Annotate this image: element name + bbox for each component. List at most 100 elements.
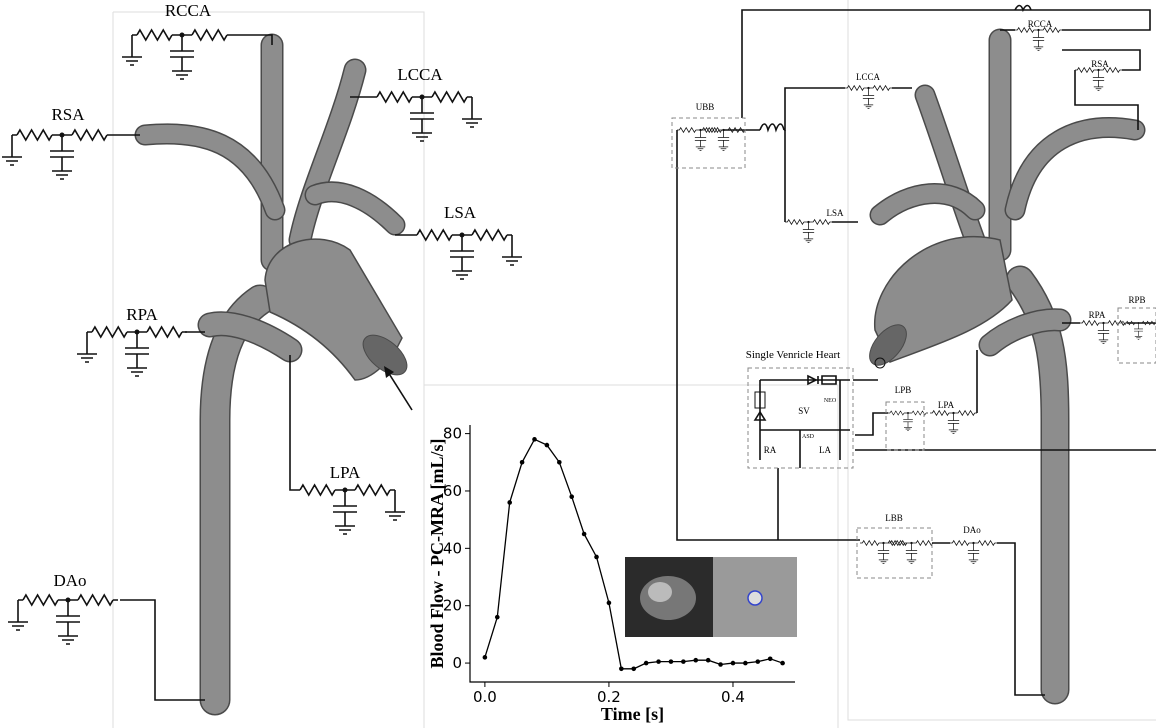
label: UBB — [696, 102, 715, 112]
node — [460, 233, 465, 238]
rc-circuit — [8, 595, 118, 644]
label: ASD — [802, 434, 815, 440]
label: LPA — [938, 400, 955, 410]
data-point — [644, 661, 649, 666]
rc-circuit — [372, 92, 482, 141]
vessel — [145, 134, 275, 210]
rc-circuit — [888, 411, 928, 431]
label: LPA — [330, 463, 361, 482]
label: DAo — [963, 525, 981, 535]
data-point — [557, 460, 562, 465]
x-tick-label: 0.4 — [721, 688, 745, 706]
rc-circuit — [860, 541, 907, 564]
data-point — [607, 601, 612, 606]
rc-circuit — [785, 220, 832, 243]
data-point — [693, 658, 698, 663]
data-point — [545, 443, 550, 448]
circuit-wire — [8, 595, 118, 644]
data-point — [669, 659, 674, 664]
label: LCCA — [856, 72, 881, 82]
label: RSA — [1091, 59, 1109, 69]
mri-inset — [625, 557, 797, 637]
data-point — [780, 661, 785, 666]
node — [1097, 69, 1099, 71]
label: RCCA — [165, 1, 212, 20]
node — [910, 542, 912, 544]
data-point — [768, 656, 773, 661]
label: RPB — [1128, 295, 1145, 305]
rc-circuit — [1080, 321, 1127, 344]
data-point — [495, 615, 500, 620]
data-point — [619, 667, 624, 672]
label: LPB — [895, 385, 912, 395]
data-point — [582, 532, 587, 537]
rc-circuit — [122, 30, 232, 79]
label: RSA — [51, 105, 85, 124]
rc-circuit — [1075, 68, 1122, 91]
rc-circuit — [930, 411, 977, 434]
x-tick-label: 0.0 — [473, 688, 497, 706]
node — [972, 542, 974, 544]
data-point — [706, 658, 711, 663]
label: RPA — [126, 305, 158, 324]
node — [343, 488, 348, 493]
node — [420, 95, 425, 100]
circuit-wire — [295, 485, 405, 534]
label: LBB — [885, 513, 903, 523]
rc-circuit — [2, 130, 112, 179]
vessel — [315, 192, 395, 225]
data-point — [718, 662, 723, 667]
circuit-wire — [122, 30, 232, 79]
node — [807, 221, 809, 223]
circuit-wire — [77, 327, 187, 376]
circuit-wire — [372, 92, 482, 141]
y-tick-label: 0 — [452, 654, 462, 672]
rc-circuit — [412, 230, 522, 279]
data-point — [631, 667, 636, 672]
label: LSA — [444, 203, 477, 222]
data-point — [743, 661, 748, 666]
rc-circuit — [700, 128, 747, 151]
circuit-wire — [2, 130, 112, 179]
circuits — [2, 28, 1156, 644]
data-point — [520, 460, 525, 465]
data-point — [594, 555, 599, 560]
label: SV — [798, 406, 810, 416]
label: LSA — [826, 208, 844, 218]
node — [180, 33, 185, 38]
rc-circuit — [888, 541, 935, 564]
heart-title: Single Venricle Heart — [746, 349, 841, 361]
vessel — [300, 70, 355, 240]
axis — [470, 425, 795, 682]
data-point — [656, 659, 661, 664]
node — [882, 542, 884, 544]
circuit-wire — [412, 230, 522, 279]
data-point — [731, 661, 736, 666]
node — [952, 412, 954, 414]
data-point — [569, 494, 574, 499]
node — [135, 330, 140, 335]
label: DAo — [53, 571, 86, 590]
rc-circuit — [1015, 28, 1062, 51]
data-point — [755, 659, 760, 664]
node — [867, 87, 869, 89]
vessel — [925, 95, 975, 240]
vessel — [1020, 280, 1055, 690]
vessel — [1015, 128, 1135, 210]
x-axis-label: Time [s] — [601, 704, 664, 724]
label: LA — [819, 445, 831, 455]
figure: RCCA LCCA RSA LSA RPA LPA DAo RCCA RSA L… — [0, 0, 1156, 728]
label: NEO — [824, 398, 837, 404]
label: RA — [764, 445, 777, 455]
circuit-wire — [1120, 321, 1156, 339]
node — [66, 598, 71, 603]
rc-circuit — [295, 485, 405, 534]
y-axis-label: Blood Flow - PC-MRA [mL/s] — [427, 439, 447, 669]
data-point — [507, 500, 512, 505]
label: LCCA — [397, 65, 443, 84]
node — [907, 412, 909, 414]
rc-circuit — [845, 86, 892, 109]
rc-circuit — [77, 327, 187, 376]
node — [1037, 29, 1039, 31]
rc-circuit — [950, 541, 997, 564]
